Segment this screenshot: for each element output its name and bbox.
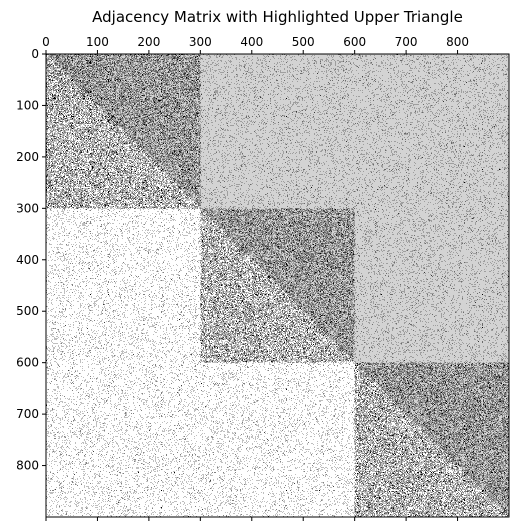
x-tick-label: 500 [292, 35, 315, 49]
x-tick-label: 0 [42, 35, 50, 49]
x-tick-label: 700 [395, 35, 418, 49]
y-tick-label: 400 [16, 253, 39, 267]
y-tick-label: 100 [16, 98, 39, 112]
y-tick-label: 700 [16, 407, 39, 421]
x-tick-label: 400 [240, 35, 263, 49]
y-tick-label: 200 [16, 150, 39, 164]
x-tick-label: 100 [86, 35, 109, 49]
matrix-raster [46, 54, 509, 517]
y-tick-label: 500 [16, 304, 39, 318]
chart-title: Adjacency Matrix with Highlighted Upper … [92, 8, 463, 26]
x-axis-top: 0 100 200 300 400 500 600 700 800 [42, 35, 469, 54]
x-axis-bottom [45, 517, 459, 521]
y-tick-label: 0 [31, 47, 39, 61]
x-tick-label: 200 [137, 35, 160, 49]
y-tick-label: 300 [16, 201, 39, 215]
x-tick-label: 800 [446, 35, 469, 49]
y-tick-label: 600 [16, 356, 39, 370]
y-tick-label: 800 [16, 459, 39, 473]
plot-frame [45, 53, 510, 518]
y-axis-left: 0 100 200 300 400 500 600 700 800 [16, 47, 46, 473]
x-tick-label: 300 [189, 35, 212, 49]
x-tick-label: 600 [343, 35, 366, 49]
adjacency-matrix-image [46, 54, 509, 517]
